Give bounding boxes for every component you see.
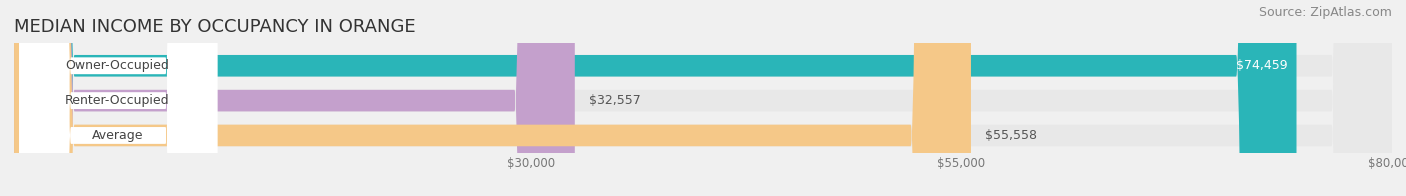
FancyBboxPatch shape [14,0,1392,196]
FancyBboxPatch shape [14,0,1392,196]
Text: Average: Average [91,129,143,142]
Text: Owner-Occupied: Owner-Occupied [66,59,169,72]
Text: Source: ZipAtlas.com: Source: ZipAtlas.com [1258,6,1392,19]
FancyBboxPatch shape [14,0,575,196]
Text: $74,459: $74,459 [1236,59,1288,72]
FancyBboxPatch shape [20,0,218,196]
FancyBboxPatch shape [14,0,1392,196]
Text: $32,557: $32,557 [589,94,640,107]
FancyBboxPatch shape [14,0,972,196]
FancyBboxPatch shape [20,0,218,196]
Text: $55,558: $55,558 [984,129,1036,142]
FancyBboxPatch shape [20,0,218,196]
Text: MEDIAN INCOME BY OCCUPANCY IN ORANGE: MEDIAN INCOME BY OCCUPANCY IN ORANGE [14,18,416,36]
Text: Renter-Occupied: Renter-Occupied [65,94,170,107]
FancyBboxPatch shape [14,0,1296,196]
